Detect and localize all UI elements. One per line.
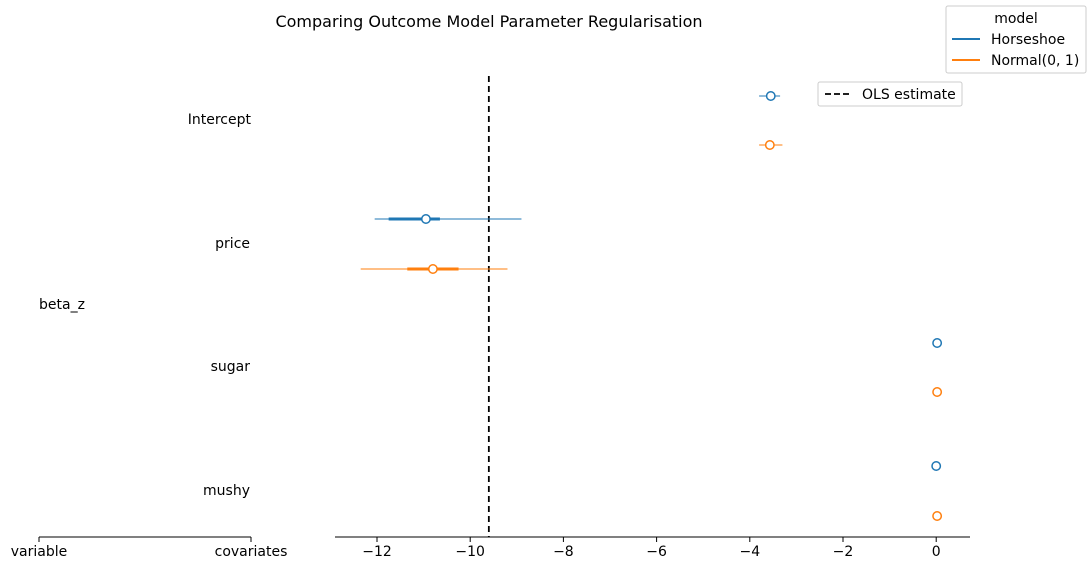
row-label-price: price bbox=[215, 236, 250, 252]
mean-point-intercept-horseshoe bbox=[765, 91, 776, 101]
ols-legend-label: OLS estimate bbox=[862, 87, 956, 103]
mean-point-sugar-horseshoe bbox=[932, 338, 943, 348]
x-tick-label: −10 bbox=[455, 544, 485, 560]
x-tick-label: −4 bbox=[739, 544, 760, 560]
mean-point-price-normal bbox=[427, 264, 438, 274]
mean-point-mushy-normal bbox=[932, 511, 943, 521]
column-header-variable: variable bbox=[11, 544, 67, 560]
row-label-intercept: Intercept bbox=[188, 112, 252, 128]
legend-label-normal: Normal(0, 1) bbox=[991, 53, 1079, 69]
mean-point-sugar-normal bbox=[932, 387, 943, 397]
row-label-sugar: sugar bbox=[211, 359, 251, 375]
mean-point-mushy-horseshoe bbox=[931, 461, 942, 471]
ols-legend-box bbox=[817, 81, 963, 107]
forest-marks bbox=[360, 91, 943, 521]
model-legend: model Horseshoe Normal(0, 1) bbox=[945, 5, 1087, 74]
mean-point-price-horseshoe bbox=[420, 214, 431, 224]
model-legend-title: model bbox=[994, 11, 1038, 27]
column-header-covariates: covariates bbox=[215, 544, 288, 560]
x-tick-group: −12 −10 −8 −6 −4 −2 0 bbox=[362, 537, 941, 560]
x-tick-label: −2 bbox=[833, 544, 854, 560]
x-tick-label: 0 bbox=[932, 544, 941, 560]
group-label: beta_z bbox=[39, 297, 85, 313]
x-tick-label: −6 bbox=[646, 544, 667, 560]
label-panel: beta_z Intercept price sugar mushy varia… bbox=[11, 112, 288, 560]
x-tick-label: −8 bbox=[553, 544, 574, 560]
x-axis: −12 −10 −8 −6 −4 −2 0 bbox=[335, 536, 970, 560]
mean-point-intercept-normal bbox=[764, 140, 775, 150]
x-tick-label: −12 bbox=[362, 544, 392, 560]
row-label-mushy: mushy bbox=[203, 483, 250, 499]
chart-title: Comparing Outcome Model Parameter Regula… bbox=[275, 12, 702, 31]
model-legend-box bbox=[945, 5, 1087, 74]
legend-label-horseshoe: Horseshoe bbox=[991, 32, 1065, 48]
ols-legend: OLS estimate bbox=[817, 81, 963, 107]
